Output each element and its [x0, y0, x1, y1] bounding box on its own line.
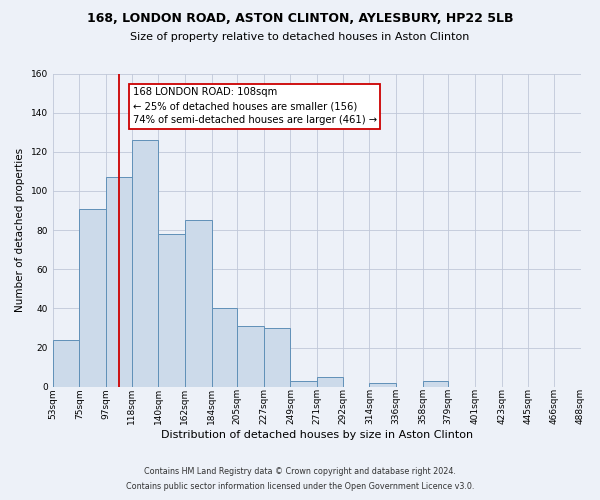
Bar: [185, 220, 212, 386]
Text: 168, LONDON ROAD, ASTON CLINTON, AYLESBURY, HP22 5LB: 168, LONDON ROAD, ASTON CLINTON, AYLESBU…: [87, 12, 513, 26]
Bar: [106, 177, 131, 386]
Text: Size of property relative to detached houses in Aston Clinton: Size of property relative to detached ho…: [130, 32, 470, 42]
Text: Contains HM Land Registry data © Crown copyright and database right 2024.: Contains HM Land Registry data © Crown c…: [144, 467, 456, 476]
Bar: [237, 326, 264, 386]
Bar: [264, 328, 290, 386]
Bar: [212, 308, 237, 386]
Text: Contains public sector information licensed under the Open Government Licence v3: Contains public sector information licen…: [126, 482, 474, 491]
Bar: [131, 140, 158, 386]
Bar: [79, 208, 106, 386]
Bar: [370, 383, 396, 386]
Text: 168 LONDON ROAD: 108sqm
← 25% of detached houses are smaller (156)
74% of semi-d: 168 LONDON ROAD: 108sqm ← 25% of detache…: [133, 87, 377, 125]
Bar: [290, 381, 317, 386]
Bar: [317, 377, 343, 386]
Bar: [423, 381, 448, 386]
X-axis label: Distribution of detached houses by size in Aston Clinton: Distribution of detached houses by size …: [161, 430, 473, 440]
Bar: [53, 340, 79, 386]
Y-axis label: Number of detached properties: Number of detached properties: [15, 148, 25, 312]
Bar: [158, 234, 185, 386]
